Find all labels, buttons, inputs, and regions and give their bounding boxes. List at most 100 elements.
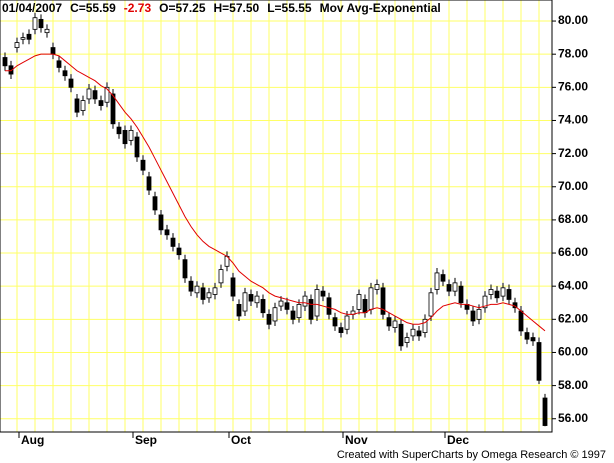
- y-tick-label: 76.00: [558, 79, 588, 93]
- candle-body: [332, 317, 338, 327]
- y-tick-label: 68.00: [558, 212, 588, 226]
- x-tick-label: Dec: [447, 433, 469, 447]
- candle-body: [98, 100, 104, 106]
- candle-body: [116, 126, 122, 135]
- header: 01/04/2007 C=55.59 -2.73 O=57.25 H=57.50 L=55…: [2, 1, 441, 15]
- x-tick-label: Nov: [345, 433, 368, 447]
- candle-body: [518, 310, 524, 332]
- candle-body: [128, 130, 134, 141]
- candle-body: [404, 337, 410, 343]
- y-tick-label: 70.00: [558, 179, 588, 193]
- candle-body: [440, 274, 446, 282]
- candle-body: [200, 287, 206, 300]
- moving-average-line: [5, 53, 546, 332]
- candle-body: [2, 57, 8, 67]
- candle-body: [74, 98, 80, 113]
- y-tick-label: 62.00: [558, 311, 588, 325]
- candle-body: [206, 292, 212, 299]
- candle-body: [302, 295, 308, 307]
- candle-body: [20, 37, 26, 40]
- candle-body: [446, 284, 452, 292]
- candle-body: [338, 327, 344, 333]
- candle-body: [278, 300, 284, 307]
- candle-body: [14, 42, 20, 48]
- candle-body: [242, 292, 248, 312]
- candle-body: [272, 307, 278, 322]
- candle-body: [344, 315, 350, 330]
- header-date: 01/04/2007: [2, 1, 62, 15]
- candle-body: [524, 332, 530, 340]
- footer: Created with SuperCharts by Omega Resear…: [337, 449, 606, 461]
- candle-body: [92, 90, 98, 100]
- candle-body: [146, 176, 152, 191]
- header-value: -2.73: [124, 1, 152, 15]
- candle-body: [314, 289, 320, 317]
- candle-body: [500, 287, 506, 297]
- candle-body: [266, 313, 272, 325]
- candle-body: [416, 330, 422, 337]
- y-tick-label: 64.00: [558, 278, 588, 292]
- candle-body: [374, 284, 380, 290]
- candle-body: [26, 33, 32, 40]
- candle-body: [182, 259, 188, 279]
- candle-body: [326, 297, 332, 315]
- candle-body: [482, 295, 488, 309]
- candle-body: [284, 302, 290, 310]
- x-tick-label: Aug: [21, 433, 44, 447]
- candle-body: [50, 47, 56, 55]
- candle-body: [362, 299, 368, 314]
- candle-body: [398, 323, 404, 347]
- candle-body: [218, 269, 224, 284]
- marks: [2, 12, 548, 427]
- candle-body: [386, 317, 392, 327]
- candle-body: [236, 304, 242, 317]
- candle-body: [392, 320, 398, 329]
- candle-body: [536, 342, 542, 381]
- y-tick-label: 60.00: [558, 345, 588, 359]
- candle-body: [308, 299, 314, 320]
- candle-body: [494, 290, 500, 299]
- candle-body: [542, 397, 548, 426]
- candle-body: [368, 287, 374, 310]
- candle-body: [38, 18, 44, 29]
- candle-body: [320, 290, 326, 297]
- candle-body: [470, 310, 476, 322]
- candle-body: [230, 277, 236, 297]
- candle-body: [530, 337, 536, 342]
- candle-body: [176, 247, 182, 256]
- candle-body: [290, 310, 296, 320]
- x-tick-label: Oct: [231, 433, 251, 447]
- candle-body: [44, 28, 50, 34]
- candle-body: [410, 328, 416, 337]
- candle-body: [296, 304, 302, 319]
- candle-body: [188, 280, 194, 292]
- header-value: H=57.50: [214, 1, 260, 15]
- y-tick-label: 78.00: [558, 46, 588, 60]
- candle-body: [80, 100, 86, 111]
- y-tick-label: 56.00: [558, 411, 588, 425]
- y-tick-label: 80.00: [558, 13, 588, 27]
- candle-body: [122, 130, 128, 145]
- candle-body: [248, 294, 254, 302]
- candle-body: [488, 289, 494, 295]
- candle-body: [194, 285, 200, 294]
- candle-body: [56, 60, 62, 68]
- y-tick-label: 74.00: [558, 113, 588, 127]
- candle-body: [458, 285, 464, 304]
- candle-body: [254, 295, 260, 304]
- candle-body: [452, 282, 458, 292]
- header-value: C=55.59: [70, 1, 116, 15]
- candle-body: [164, 229, 170, 236]
- header-value: L=55.55: [267, 1, 312, 15]
- y-tick-label: 66.00: [558, 245, 588, 259]
- x-tick-label: Sep: [135, 433, 157, 447]
- candle-body: [506, 289, 512, 300]
- candle-body: [104, 86, 110, 103]
- candle-body: [422, 318, 428, 333]
- candle-body: [32, 17, 38, 30]
- candle-body: [62, 70, 68, 77]
- candle-body: [476, 308, 482, 320]
- candle-body: [68, 78, 74, 88]
